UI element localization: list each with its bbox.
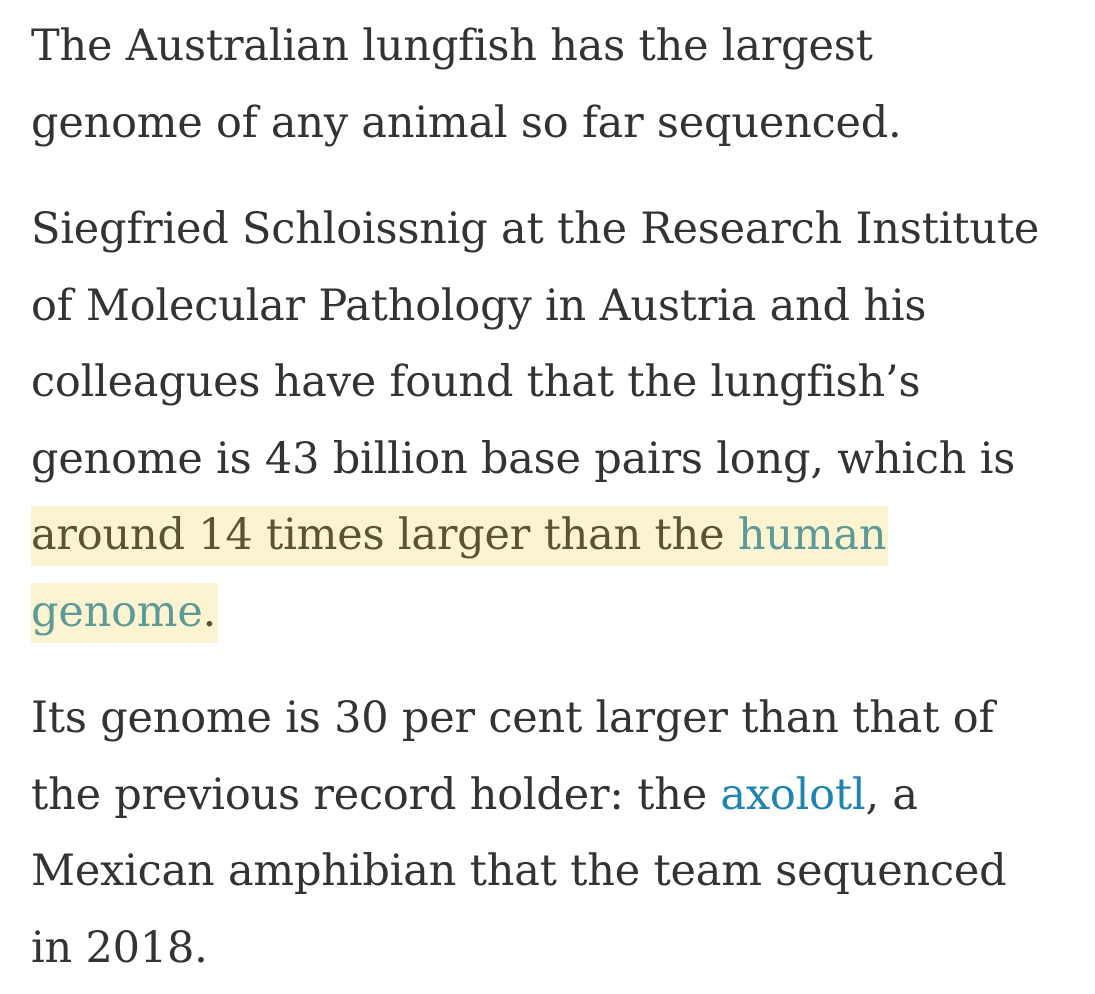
text-line: Siegfried Schloissnig at the Research In… [31,204,1040,254]
highlight-text: around 14 times larger than the human [31,506,889,566]
human-genome-link-continued[interactable]: genome [31,586,203,637]
paragraph-1: The Australian lungfish has the largest … [31,8,1081,161]
paragraph-2: Siegfried Schloissnig at the Research In… [31,191,1081,650]
highlight-plain-text: around 14 times larger than the [31,510,738,560]
text-line: in 2018. [31,922,208,973]
text-line: of Molecular Pathology in Austria and hi… [31,280,927,331]
text-line: colleagues have found that the lungfish’… [31,357,921,407]
text-segment: , a [865,769,918,820]
human-genome-link[interactable]: human [737,510,887,560]
axolotl-link[interactable]: axolotl [720,769,866,820]
text-segment: the previous record holder: the [31,769,721,820]
highlighted-line: genome. [31,574,1081,651]
highlight-period: . [202,586,217,637]
text-line-with-link: the previous record holder: the axolotl,… [31,757,1081,834]
highlighted-line: around 14 times larger than the human [31,497,1081,574]
text-line: genome is 43 billion base pairs long, wh… [31,433,1016,484]
text-line: The Australian lungfish has the largest [31,21,873,71]
text-line: genome of any animal so far sequenced. [31,97,902,148]
paragraph-3: Its genome is 30 per cent larger than th… [31,680,1081,986]
text-line: Its genome is 30 per cent larger than th… [31,693,995,743]
highlight-text: genome. [31,582,219,643]
text-line: Mexican amphibian that the team sequence… [31,846,1007,896]
